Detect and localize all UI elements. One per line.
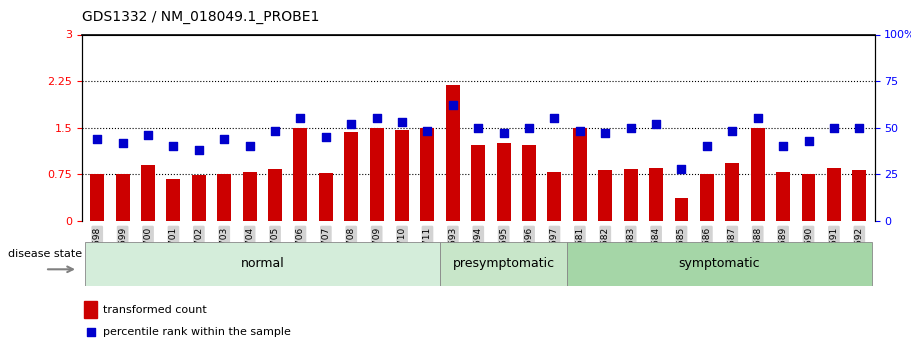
Point (90, 136, 105, 141)
Bar (141, 165, 155, 221)
Text: presymptomatic: presymptomatic (453, 257, 555, 270)
Point (802, 138, 816, 144)
Text: percentile rank within the sample: percentile rank within the sample (103, 327, 291, 337)
Bar (802, 174, 815, 221)
Bar (167, 179, 180, 221)
Bar (242, 172, 257, 221)
Bar (599, 170, 612, 221)
Point (242, 144, 257, 149)
Bar (573, 128, 587, 221)
Bar (192, 176, 206, 221)
Bar (217, 174, 231, 221)
Bar (776, 172, 790, 221)
Point (394, 119, 409, 125)
Point (268, 129, 282, 134)
Text: GDS1332 / NM_018049.1_PROBE1: GDS1332 / NM_018049.1_PROBE1 (82, 10, 320, 24)
Text: disease state: disease state (8, 249, 82, 259)
Bar (751, 128, 764, 221)
Text: normal: normal (241, 257, 284, 270)
Bar (725, 163, 740, 221)
Point (471, 125, 486, 130)
Bar (395, 129, 409, 221)
Bar (344, 132, 358, 221)
Point (623, 125, 638, 130)
Bar (548, 172, 561, 221)
Bar (650, 168, 663, 221)
Point (751, 116, 765, 121)
Bar (370, 128, 384, 221)
Bar (624, 169, 638, 221)
Point (598, 130, 612, 136)
Bar (471, 145, 486, 221)
Bar (268, 169, 282, 221)
Point (826, 125, 841, 130)
Text: symptomatic: symptomatic (679, 257, 761, 270)
Point (522, 125, 537, 130)
Bar (700, 174, 714, 221)
Bar (421, 128, 435, 221)
Bar (116, 174, 129, 221)
Point (725, 129, 740, 134)
Point (293, 116, 308, 121)
Point (369, 116, 384, 121)
Point (140, 132, 155, 138)
Point (674, 166, 689, 171)
Bar (293, 128, 307, 221)
Point (776, 144, 791, 149)
Bar (445, 86, 460, 221)
Text: transformed count: transformed count (103, 305, 207, 315)
FancyBboxPatch shape (440, 241, 568, 286)
Bar (496, 142, 511, 221)
Bar (522, 145, 536, 221)
Point (166, 144, 180, 149)
Point (445, 102, 460, 108)
FancyBboxPatch shape (85, 241, 440, 286)
Point (84, 329, 98, 334)
Point (344, 121, 359, 127)
Bar (853, 170, 866, 221)
Point (116, 140, 130, 145)
Point (191, 147, 206, 153)
Bar (674, 198, 689, 221)
Point (496, 130, 511, 136)
Point (319, 134, 333, 140)
Point (573, 129, 588, 134)
Point (852, 125, 866, 130)
Point (217, 136, 231, 141)
Point (420, 129, 435, 134)
Bar (85, 301, 97, 318)
Bar (319, 173, 333, 221)
Point (548, 116, 562, 121)
Bar (90, 174, 104, 221)
Bar (827, 168, 841, 221)
Point (649, 121, 663, 127)
FancyBboxPatch shape (568, 241, 872, 286)
Point (700, 144, 714, 149)
